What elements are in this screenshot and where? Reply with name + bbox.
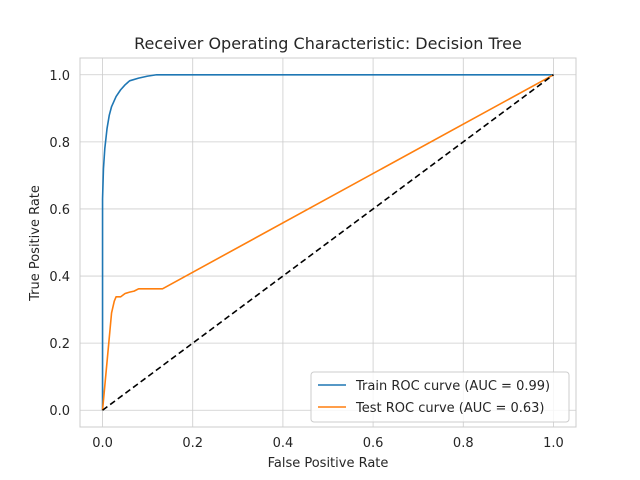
x-tick-label: 0.8	[453, 436, 474, 451]
grid-lines	[80, 58, 576, 427]
y-tick-label: 0.6	[49, 203, 70, 218]
x-tick-label: 0.6	[363, 436, 384, 451]
axes-border	[79, 57, 577, 428]
chart-title: Receiver Operating Characteristic: Decis…	[134, 34, 522, 53]
chance-diagonal-line	[102, 74, 554, 411]
x-tick-label: 0.0	[92, 436, 113, 451]
legend-label-test: Test ROC curve (AUC = 0.63)	[355, 401, 545, 416]
tick-labels: 0.0 0.2 0.4 0.6 0.8 1.0 0.0 0.2 0.4 0.6 0.8 1.0	[49, 69, 563, 451]
plot-frame	[79, 57, 577, 428]
series-layer	[101, 73, 554, 411]
x-tick-label: 1.0	[543, 436, 564, 451]
x-axis-label: False Positive Rate	[268, 456, 389, 471]
test-roc-line	[101, 74, 554, 411]
y-tick-label: 0.2	[49, 337, 70, 352]
y-tick-label: 0.4	[49, 270, 70, 285]
train-roc-line	[101, 73, 554, 411]
legend-label-train: Train ROC curve (AUC = 0.99)	[355, 379, 550, 394]
x-tick-label: 0.2	[182, 436, 203, 451]
x-tick-label: 0.4	[273, 436, 294, 451]
legend: Train ROC curve (AUC = 0.99) Test ROC cu…	[310, 371, 570, 423]
y-axis-label: True Positive Rate	[28, 185, 43, 302]
y-tick-label: 1.0	[49, 69, 70, 84]
legend-box	[310, 371, 570, 423]
y-tick-label: 0.8	[49, 136, 70, 151]
y-tick-label: 0.0	[49, 404, 70, 419]
